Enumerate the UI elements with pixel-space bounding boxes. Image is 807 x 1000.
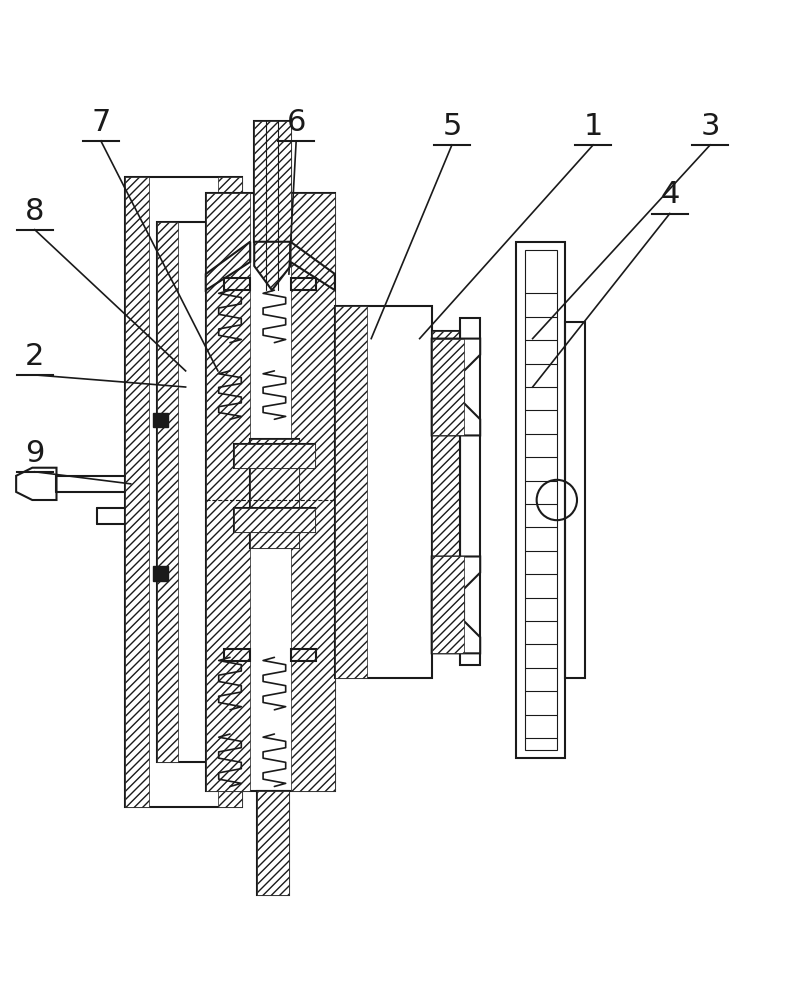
Text: 3: 3 [700, 112, 720, 141]
Bar [250, 439, 299, 548]
Polygon shape [291, 242, 335, 290]
Bar [157, 222, 210, 762]
Bar [257, 791, 289, 895]
Polygon shape [432, 339, 480, 435]
Bar [291, 649, 316, 661]
Bar [291, 278, 316, 290]
Text: 4: 4 [660, 180, 679, 209]
Bar [291, 193, 335, 791]
Bar [565, 322, 585, 678]
Bar [206, 193, 335, 791]
Bar [125, 177, 242, 807]
Bar [432, 556, 464, 653]
Bar [432, 331, 460, 653]
Text: 5: 5 [442, 112, 462, 141]
Bar [460, 318, 480, 665]
Bar [125, 177, 149, 807]
Bar [234, 508, 315, 532]
Bar [335, 306, 432, 678]
Text: 1: 1 [583, 112, 603, 141]
Bar [335, 306, 367, 678]
Bar [157, 222, 178, 762]
Bar [234, 444, 315, 468]
Bar [218, 177, 242, 807]
Text: 2: 2 [25, 342, 44, 371]
Text: 7: 7 [91, 108, 111, 137]
Polygon shape [432, 556, 480, 653]
Bar [257, 791, 289, 895]
Bar [234, 508, 315, 532]
Text: 8: 8 [25, 197, 44, 226]
Bar [153, 413, 168, 427]
Text: 9: 9 [25, 439, 44, 468]
Polygon shape [254, 242, 291, 290]
Polygon shape [16, 468, 56, 500]
Bar [432, 331, 460, 653]
Polygon shape [206, 242, 250, 290]
Bar [254, 121, 291, 242]
Bar [432, 339, 464, 435]
Bar [224, 278, 250, 290]
Bar [224, 649, 250, 661]
Bar [250, 439, 299, 548]
Bar [234, 444, 315, 468]
Bar [153, 566, 168, 581]
Text: 6: 6 [286, 108, 306, 137]
Bar [206, 193, 250, 791]
Bar [525, 250, 557, 750]
Bar [254, 121, 291, 242]
Bar [516, 242, 565, 758]
